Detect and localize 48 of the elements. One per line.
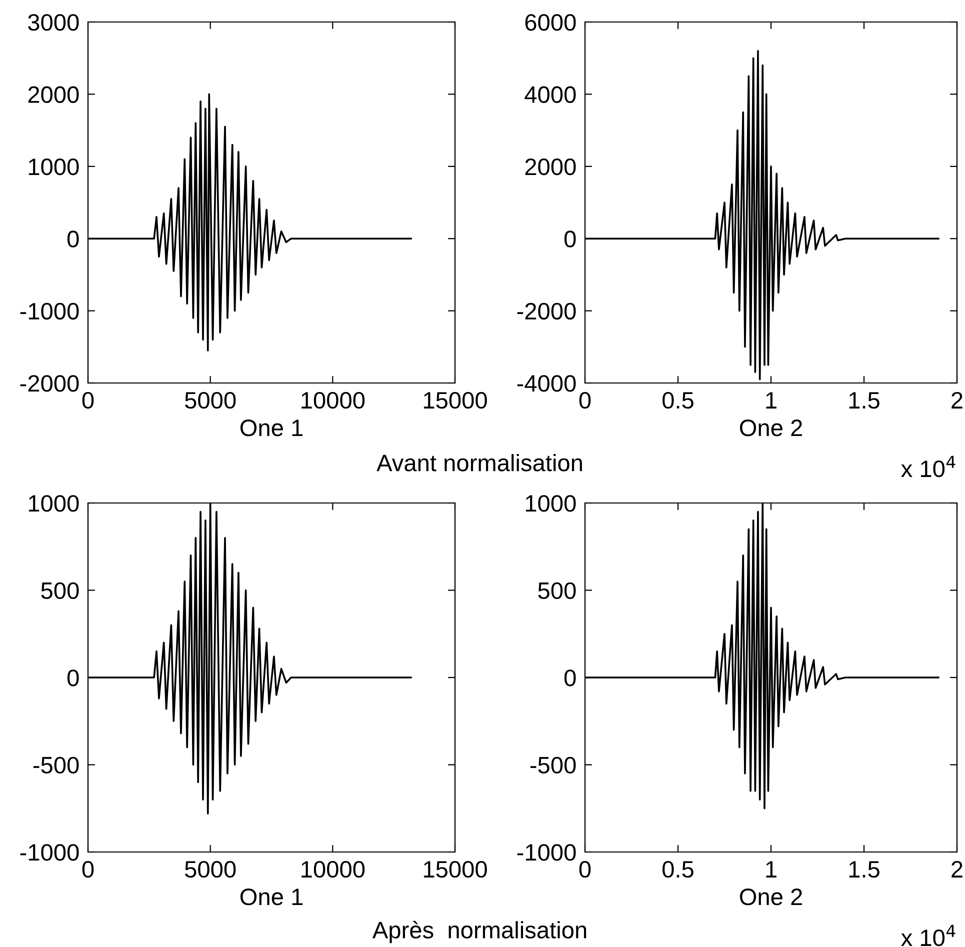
- x-tick-label: 15000: [424, 392, 487, 409]
- text: Après normalisation: [372, 920, 586, 944]
- y-tick-label: -1000: [20, 302, 79, 320]
- y-tick-label: 3000: [28, 14, 79, 31]
- y-tick-label: -1000: [20, 844, 79, 861]
- x-axis-title: One 1: [240, 420, 303, 436]
- x-tick-label: 0: [82, 392, 94, 409]
- y-tick-label: -2000: [517, 302, 576, 320]
- y-tick-label: -1000: [517, 844, 576, 861]
- x-tick-label: 1: [766, 861, 776, 878]
- y-tick-label: 0: [564, 670, 576, 686]
- x-tick-label: 15000: [424, 860, 487, 878]
- x-tick-label: 0.5: [662, 860, 694, 878]
- y-tick-label: -4000: [517, 375, 576, 392]
- y-tick-label: 0: [67, 230, 79, 248]
- x-tick-label: 1.5: [849, 392, 880, 409]
- x-tick-label: 0: [82, 860, 94, 878]
- x-tick-label: 1.5: [849, 861, 880, 878]
- y-tick-label: 6000: [525, 14, 576, 31]
- y-tick-label: 500: [538, 582, 576, 600]
- y-tick-label: 1000: [28, 158, 79, 176]
- x-axis-title: One 2: [740, 888, 802, 906]
- y-tick-label: 2000: [525, 158, 576, 176]
- x-tick-label: 10000: [302, 860, 365, 878]
- text: x 10$^{4}$: [901, 456, 956, 478]
- x-tick-label: 5000: [185, 860, 236, 878]
- text: Avant normalisation: [376, 454, 582, 472]
- x-tick-label: 0: [579, 860, 591, 878]
- y-tick-label: 0: [67, 670, 79, 686]
- x-tick-label: 2: [952, 392, 962, 408]
- y-tick-label: 0: [564, 230, 576, 248]
- text: x 10$^{4}$: [901, 924, 956, 946]
- x-tick-label: 1: [766, 392, 776, 408]
- x-axis-title: One 2: [740, 420, 802, 436]
- x-tick-label: 10000: [302, 392, 365, 409]
- x-tick-label: 2: [952, 860, 962, 878]
- y-tick-label: -500: [530, 756, 576, 774]
- y-tick-label: 4000: [524, 86, 576, 103]
- y-tick-label: 1000: [526, 495, 576, 512]
- x-axis-title: One 1: [240, 888, 303, 906]
- y-tick-label: 500: [41, 582, 79, 600]
- x-tick-label: 5000: [185, 392, 236, 409]
- y-tick-label: 1000: [28, 495, 79, 512]
- y-tick-label: -500: [33, 756, 79, 774]
- y-tick-label: 2000: [28, 86, 79, 103]
- x-tick-label: 0: [579, 392, 591, 409]
- x-tick-label: 0.5: [662, 392, 694, 409]
- y-tick-label: -2000: [20, 375, 79, 392]
